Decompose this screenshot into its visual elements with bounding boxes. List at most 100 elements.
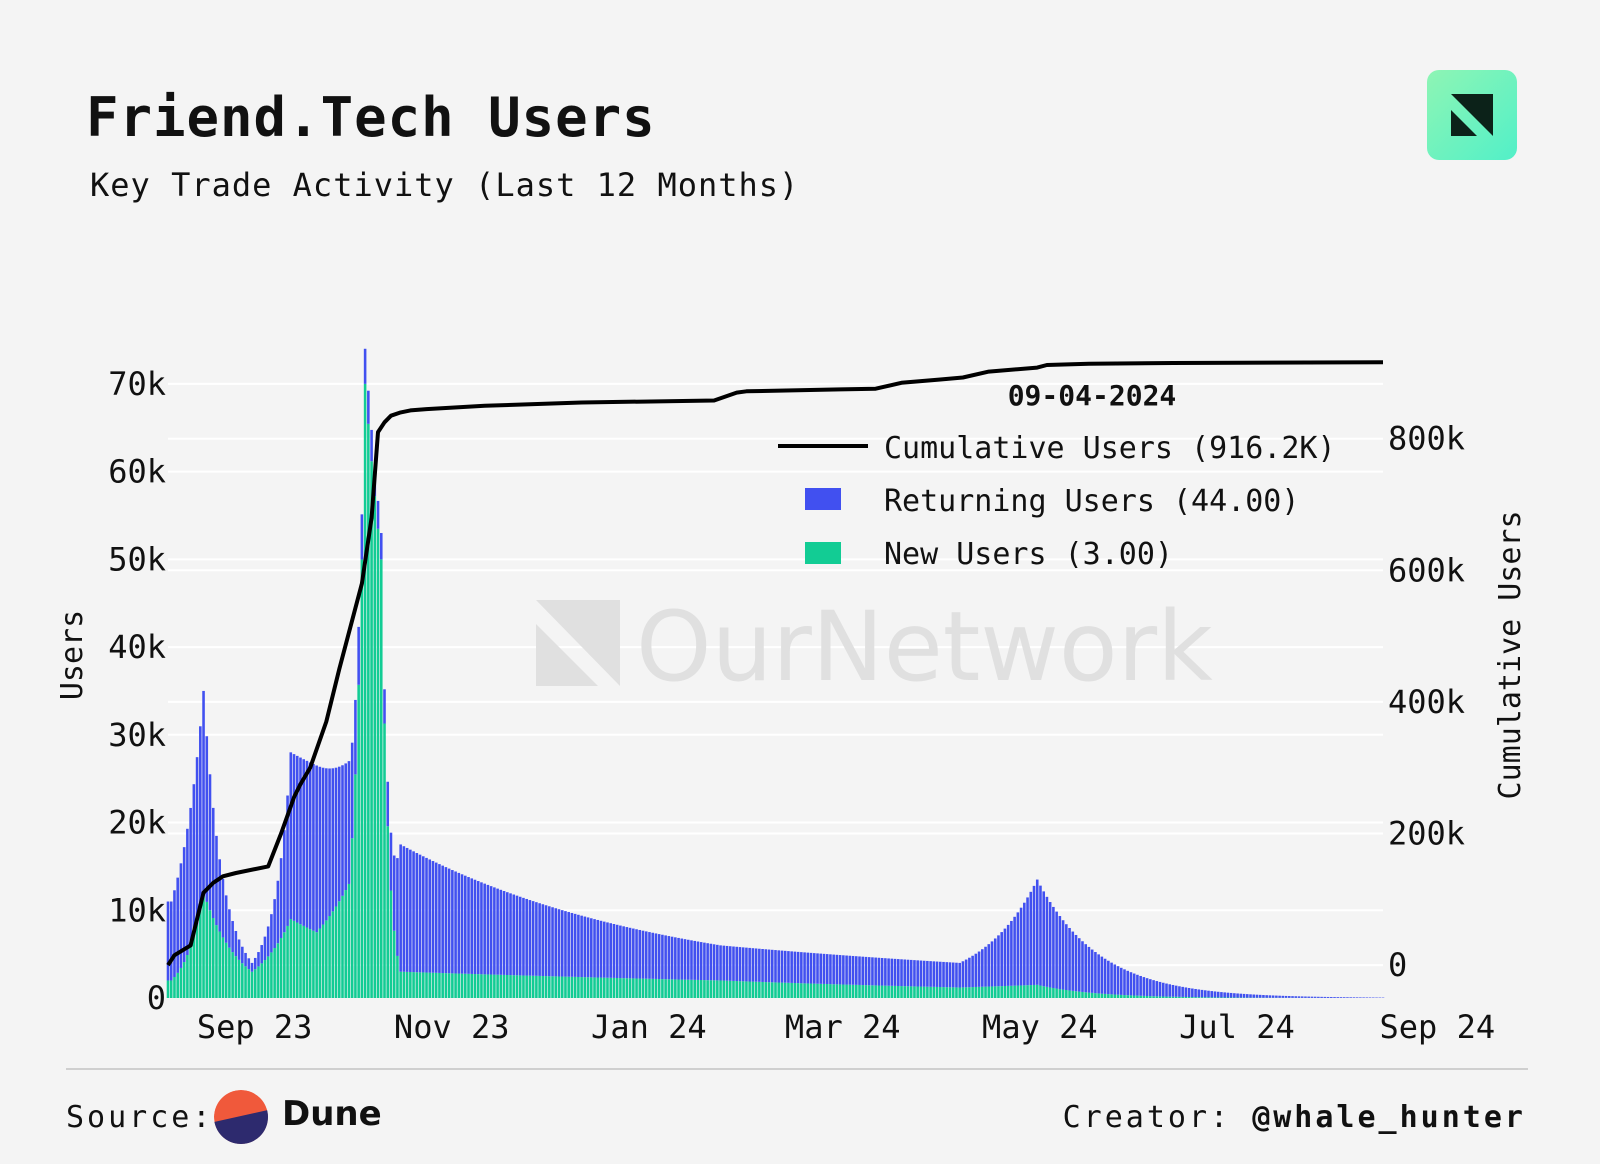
x-tick-label: Nov 23 bbox=[394, 1008, 510, 1046]
bar-new-users bbox=[693, 979, 697, 998]
y2-tick-label: 200k bbox=[1388, 815, 1465, 853]
bar-new-users bbox=[512, 975, 516, 998]
bar-new-users bbox=[560, 976, 564, 998]
bar-new-users bbox=[250, 971, 254, 998]
bar-returning-users bbox=[661, 934, 664, 980]
bar-returning-users bbox=[942, 961, 945, 988]
bar-new-users bbox=[441, 973, 444, 998]
bar-new-users bbox=[1097, 993, 1100, 998]
dune-logo-icon bbox=[214, 1090, 268, 1144]
bar-new-users bbox=[315, 932, 318, 998]
bar-returning-users bbox=[1275, 995, 1278, 998]
y2-tick-label: 400k bbox=[1388, 683, 1465, 721]
bar-returning-users bbox=[528, 900, 532, 976]
y2-tick-label: 0 bbox=[1388, 946, 1407, 984]
bar-returning-users bbox=[234, 930, 238, 957]
bar-returning-users bbox=[1006, 924, 1010, 986]
bar-returning-users bbox=[842, 955, 845, 985]
bar-returning-users bbox=[796, 951, 800, 984]
bar-new-users bbox=[922, 986, 926, 998]
bar-new-users bbox=[680, 979, 684, 998]
bar-returning-users bbox=[1262, 995, 1265, 998]
bar-returning-users bbox=[909, 959, 913, 987]
bar-returning-users bbox=[929, 961, 932, 987]
bar-returning-users bbox=[1000, 932, 1003, 987]
bar-new-users bbox=[770, 982, 774, 998]
bar-returning-users bbox=[1255, 994, 1259, 998]
bar-returning-users bbox=[590, 918, 593, 978]
bar-new-users bbox=[237, 959, 241, 998]
bar-returning-users bbox=[809, 952, 813, 984]
bar-returning-users bbox=[334, 767, 338, 907]
bar-returning-users bbox=[738, 947, 742, 982]
bar-returning-users bbox=[541, 904, 545, 977]
ournetwork-logo-glyph bbox=[1451, 94, 1493, 136]
bar-new-users bbox=[334, 906, 338, 998]
bar-returning-users bbox=[409, 849, 412, 973]
bar-new-users bbox=[848, 984, 852, 998]
bar-new-users bbox=[667, 979, 671, 998]
bar-returning-users bbox=[199, 726, 202, 910]
bar-new-users bbox=[531, 975, 535, 998]
bar-returning-users bbox=[270, 914, 273, 953]
bar-new-users bbox=[389, 890, 393, 998]
bar-returning-users bbox=[257, 952, 260, 967]
bar-returning-users bbox=[1139, 975, 1142, 996]
bar-new-users bbox=[800, 983, 803, 998]
bar-new-users bbox=[1084, 992, 1088, 998]
bar-new-users bbox=[360, 559, 364, 998]
bar-new-users bbox=[1207, 997, 1210, 998]
bar-new-users bbox=[641, 978, 645, 998]
bar-new-users bbox=[179, 967, 183, 998]
bar-new-users bbox=[447, 973, 451, 998]
bar-returning-users bbox=[1029, 891, 1033, 986]
bar-new-users bbox=[583, 977, 587, 998]
bar-new-users bbox=[467, 973, 470, 998]
bar-new-users bbox=[557, 976, 561, 998]
watermark-logo-icon bbox=[536, 600, 620, 686]
bar-new-users bbox=[428, 972, 432, 998]
bar-new-users bbox=[1019, 985, 1023, 998]
creator-label: Creator: bbox=[1062, 1100, 1232, 1135]
bar-returning-users bbox=[958, 962, 961, 988]
bar-new-users bbox=[590, 977, 593, 998]
bar-new-users bbox=[283, 932, 286, 998]
bar-returning-users bbox=[431, 861, 435, 973]
bar-returning-users bbox=[1123, 969, 1126, 996]
bar-new-users bbox=[1194, 997, 1197, 998]
bar-returning-users bbox=[706, 943, 709, 981]
bar-new-users bbox=[434, 972, 438, 998]
bar-returning-users bbox=[939, 961, 942, 988]
bar-new-users bbox=[761, 981, 764, 998]
bar-new-users bbox=[496, 974, 499, 998]
bar-returning-users bbox=[913, 960, 916, 987]
bar-new-users bbox=[977, 986, 981, 998]
bar-returning-users bbox=[312, 763, 315, 931]
bar-new-users bbox=[745, 981, 748, 998]
bar-returning-users bbox=[460, 874, 464, 974]
bar-new-users bbox=[331, 911, 335, 998]
bar-new-users bbox=[344, 890, 348, 998]
bar-returning-users bbox=[1226, 992, 1230, 998]
bar-new-users bbox=[945, 987, 949, 998]
bar-returning-users bbox=[725, 945, 729, 981]
bar-new-users bbox=[1045, 986, 1049, 998]
bar-returning-users bbox=[615, 924, 619, 978]
bar-new-users bbox=[1090, 992, 1094, 998]
bar-returning-users bbox=[754, 948, 758, 982]
bar-returning-users bbox=[670, 936, 674, 980]
bar-returning-users bbox=[1119, 967, 1123, 995]
bar-returning-users bbox=[916, 960, 919, 987]
bar-returning-users bbox=[1197, 989, 1201, 998]
bar-returning-users bbox=[864, 956, 868, 986]
bar-returning-users bbox=[932, 961, 936, 987]
bar-new-users bbox=[861, 985, 865, 998]
bar-new-users bbox=[1178, 996, 1181, 998]
bar-new-users bbox=[186, 955, 189, 998]
chart-subtitle: Key Trade Activity (Last 12 Months) bbox=[90, 166, 800, 204]
bar-returning-users bbox=[1362, 997, 1365, 998]
bar-returning-users bbox=[499, 889, 503, 975]
bar-new-users bbox=[354, 774, 357, 998]
bar-new-users bbox=[412, 972, 415, 998]
bar-new-users bbox=[312, 930, 315, 998]
